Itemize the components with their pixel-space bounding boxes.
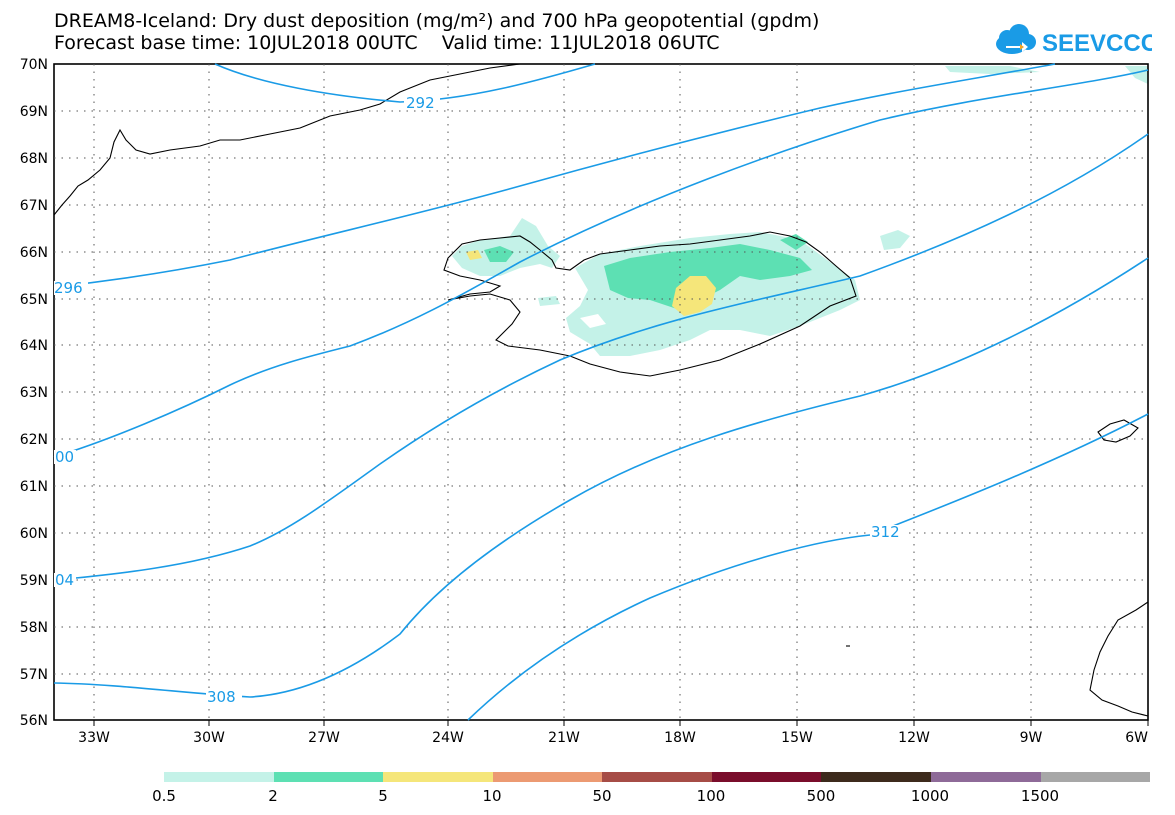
legend-label: 50: [592, 787, 612, 805]
logo-text: SEEVCCC: [1042, 30, 1152, 57]
color-legend: [164, 772, 1151, 782]
map-subtitle: Forecast base time: 10JUL2018 00UTC Vali…: [54, 32, 720, 54]
contour-label: 04: [55, 571, 74, 589]
legend-swatch: [711, 772, 822, 782]
lat-label: 60N: [20, 526, 48, 542]
legend-label: 100: [696, 787, 726, 805]
lon-label: 21W: [548, 730, 580, 746]
faroe-coast: [1097, 419, 1139, 443]
legend-label: 5: [378, 787, 388, 805]
lon-label: 6W: [1125, 730, 1148, 746]
legend-label: 10: [482, 787, 502, 805]
scotland-coast: [1089, 601, 1149, 717]
dust-deposition-shading: [452, 66, 1148, 356]
lat-label: 64N: [20, 338, 48, 354]
legend-label: 0.5: [152, 787, 176, 805]
greenland-coast: [53, 63, 521, 216]
lon-label: 27W: [308, 730, 340, 746]
legend-label: 2: [268, 787, 278, 805]
iceland-west-coast: [443, 231, 857, 377]
lat-label: 58N: [20, 620, 48, 636]
contour-label: 292: [406, 94, 435, 112]
latitude-labels: 70N 69N 68N 67N 66N 65N 64N 63N 62N 61N …: [20, 57, 48, 729]
lat-label: 61N: [20, 479, 48, 495]
longitude-labels: 33W 30W 27W 24W 21W 18W 15W 12W 9W 6W: [78, 730, 1148, 746]
legend-swatch: [821, 772, 931, 782]
seevccc-logo: SEEVCCC: [996, 24, 1152, 57]
axis-ticks: [93, 720, 1149, 726]
lat-label: 57N: [20, 667, 48, 683]
graticule: [54, 64, 1148, 720]
legend-swatch: [602, 772, 712, 782]
lat-label: 68N: [20, 151, 48, 167]
contour-label: 00: [55, 448, 74, 466]
lat-label: 63N: [20, 385, 48, 401]
lat-label: 66N: [20, 245, 48, 261]
lon-label: 33W: [78, 730, 110, 746]
legend-label: 1500: [1020, 787, 1060, 805]
legend-swatch: [930, 772, 1041, 782]
lat-label: 65N: [20, 292, 48, 308]
lon-label: 15W: [781, 730, 813, 746]
geopotential-contours: [53, 63, 1149, 721]
lon-label: 24W: [432, 730, 464, 746]
map-frame: [53, 63, 1149, 721]
coastlines: [53, 63, 1149, 717]
lat-label: 69N: [20, 104, 48, 120]
contour-label: 308: [207, 688, 236, 706]
lat-label: 67N: [20, 198, 48, 214]
legend-swatch: [1040, 772, 1151, 782]
map-title: DREAM8-Iceland: Dry dust deposition (mg/…: [54, 10, 820, 32]
lat-label: 56N: [20, 713, 48, 729]
legend-swatch: [383, 772, 493, 782]
lat-label: 70N: [20, 57, 48, 73]
legend-label: 1000: [910, 787, 950, 805]
legend-swatch: [164, 772, 274, 782]
lon-label: 12W: [898, 730, 930, 746]
contour-label: 312: [871, 523, 900, 541]
lon-label: 30W: [193, 730, 225, 746]
contour-label: 296: [54, 279, 83, 297]
lat-label: 59N: [20, 573, 48, 589]
lon-label: 9W: [1020, 730, 1043, 746]
legend-swatch: [273, 772, 384, 782]
lon-label: 18W: [664, 730, 696, 746]
lat-label: 62N: [20, 432, 48, 448]
legend-swatch: [492, 772, 603, 782]
cloud-icon: [996, 24, 1036, 54]
legend-label: 500: [806, 787, 836, 805]
contour-labels: 292 296 00 04 308 312: [54, 94, 906, 706]
